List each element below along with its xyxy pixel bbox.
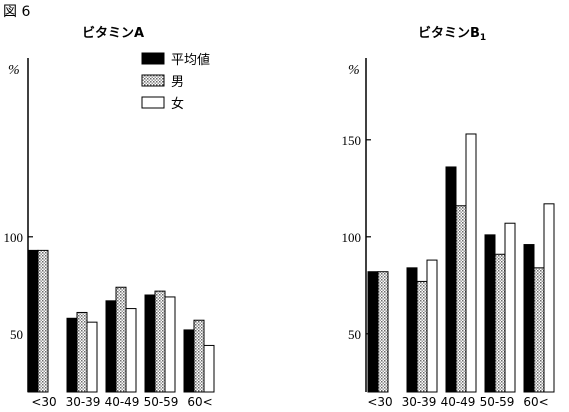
y-unit-label: % — [348, 63, 360, 78]
bar-female-50-59 — [504, 222, 516, 393]
bar-average-40-49 — [105, 300, 117, 393]
bar-female-40-49 — [125, 308, 137, 393]
bar-female-30-39 — [426, 259, 438, 393]
bars — [367, 133, 555, 393]
bar-male-40-49 — [115, 286, 127, 393]
legend: 平均値 男 女 — [141, 52, 210, 112]
bar-average-50-59 — [484, 234, 496, 393]
bar-average-50-59 — [144, 294, 156, 393]
bar-female-30-39 — [86, 321, 98, 393]
x-tick-label-lt30: <30 — [367, 395, 392, 409]
legend-label-male: 男 — [171, 75, 184, 90]
chart-vitamin-a: ビタミンA % 50 100 <30 30-39 40-49 50-59 60< 平均値 … — [4, 25, 215, 409]
chart-vitamin-b1: ビタミンB1 % 50 100 150 <30 30-39 40-49 50-59 60< — [342, 25, 555, 409]
legend-label-average: 平均値 — [171, 52, 210, 68]
bar-average-60plus — [523, 244, 535, 393]
y-unit-label: % — [8, 63, 20, 78]
x-tick-label-50-59: 50-59 — [480, 395, 515, 409]
chart-title-subscript: 1 — [480, 33, 486, 43]
y-tick-label: 100 — [342, 230, 362, 245]
bar-male-30-39 — [76, 311, 88, 393]
bar-male-60plus — [193, 319, 205, 393]
x-tick-label-40-49: 40-49 — [441, 395, 476, 409]
bar-average-30-39 — [406, 267, 418, 393]
bar-average-lt30 — [367, 271, 379, 393]
figure-label: 図 6 — [3, 4, 30, 20]
y-tick-label: 100 — [4, 230, 24, 245]
legend-swatch-average — [141, 52, 165, 65]
chart-title: ビタミンB1 — [418, 25, 486, 43]
y-ticks: 50 100 150 — [342, 133, 371, 342]
x-tick-label-30-39: 30-39 — [66, 395, 101, 409]
bar-average-lt30 — [27, 249, 39, 393]
x-tick-label-50-59: 50-59 — [144, 395, 179, 409]
bar-male-30-39 — [416, 280, 428, 393]
chart-title-main: ビタミンB — [418, 25, 480, 41]
x-tick-label-lt30: <30 — [31, 395, 56, 409]
bar-average-60plus — [183, 329, 195, 393]
y-tick-label: 150 — [342, 133, 362, 148]
bar-female-60plus — [543, 203, 555, 393]
bar-average-30-39 — [66, 317, 78, 393]
legend-label-female: 女 — [171, 96, 184, 112]
bar-female-50-59 — [164, 296, 176, 393]
y-tick-label: 50 — [10, 327, 23, 342]
bar-female-40-49 — [465, 133, 477, 393]
bar-female-60plus — [203, 344, 215, 393]
y-tick-label: 50 — [348, 327, 361, 342]
bar-male-50-59 — [154, 290, 166, 393]
x-tick-labels: <30 30-39 40-49 50-59 60< — [367, 395, 548, 409]
bars — [27, 249, 215, 393]
bar-male-lt30 — [377, 271, 389, 393]
bar-male-lt30 — [37, 249, 49, 393]
bar-male-40-49 — [455, 205, 467, 393]
x-tick-label-30-39: 30-39 — [402, 395, 437, 409]
bar-male-60plus — [533, 267, 545, 393]
x-tick-labels: <30 30-39 40-49 50-59 60< — [31, 395, 212, 409]
legend-swatch-male — [141, 74, 165, 87]
chart-title: ビタミンA — [82, 25, 144, 41]
x-tick-label-40-49: 40-49 — [105, 395, 140, 409]
bar-male-50-59 — [494, 253, 506, 393]
y-ticks: 50 100 — [4, 230, 33, 342]
legend-swatch-female — [141, 96, 165, 109]
bar-average-40-49 — [445, 166, 457, 393]
x-tick-label-60plus: 60< — [523, 395, 548, 409]
x-tick-label-60plus: 60< — [187, 395, 212, 409]
